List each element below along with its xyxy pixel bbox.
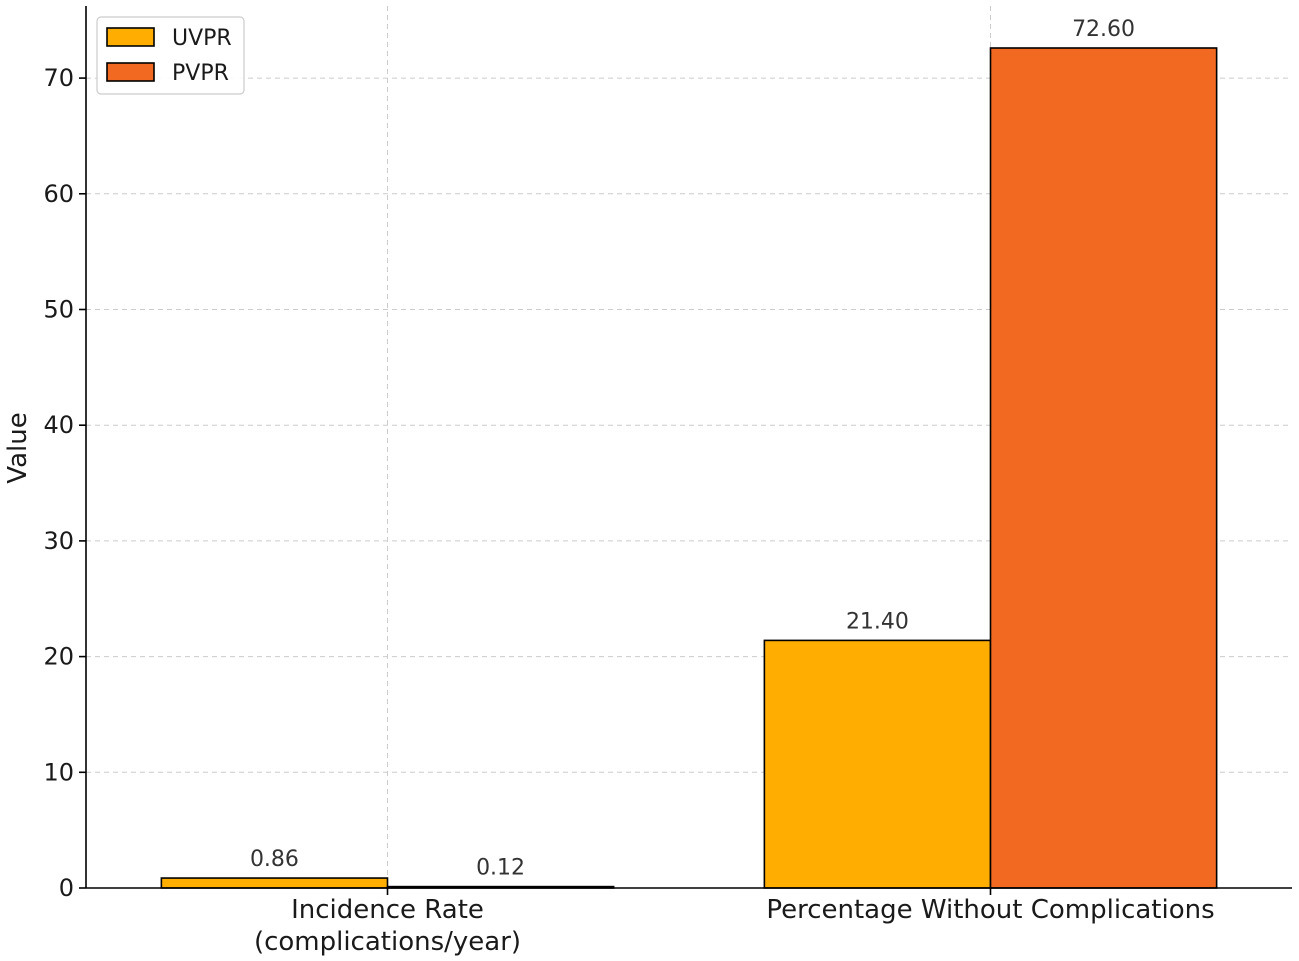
x-tick-label: Percentage Without Complications — [766, 895, 1214, 925]
data-label-uvpr-1: 21.40 — [846, 609, 909, 634]
legend-swatch-uvpr — [106, 27, 155, 47]
y-tick-label: 0 — [59, 874, 74, 902]
bars — [160, 47, 1218, 889]
legend: UVPR PVPR — [96, 16, 245, 95]
y-tick-label: 10 — [43, 758, 74, 786]
legend-label-pvpr: PVPR — [172, 61, 229, 86]
bar-pvpr-1 — [989, 47, 1218, 889]
y-tick-label: 60 — [43, 180, 74, 208]
legend-swatch-pvpr — [106, 62, 155, 82]
y-tick-label: 40 — [43, 411, 74, 439]
y-tick-label: 70 — [43, 64, 74, 92]
bar-uvpr-1 — [763, 639, 992, 889]
y-tick-label: 50 — [43, 295, 74, 323]
bar-uvpr-0 — [160, 877, 389, 889]
data-label-pvpr-0: 0.12 — [476, 856, 525, 881]
data-label-pvpr-1: 72.60 — [1072, 17, 1135, 42]
data-label-uvpr-0: 0.86 — [250, 847, 299, 872]
data-labels: 0.86 21.40 0.12 72.60 — [250, 17, 1135, 881]
y-tick-label: 20 — [43, 643, 74, 671]
x-tick-label: Incidence Rate (complications/year) — [254, 895, 521, 957]
y-axis-title: Value — [3, 412, 33, 483]
y-tick-label: 30 — [43, 527, 74, 555]
axes: 0 10 20 30 40 50 60 70 Incidence Rate (complicati… — [43, 6, 1292, 957]
legend-label-uvpr: UVPR — [172, 26, 232, 51]
